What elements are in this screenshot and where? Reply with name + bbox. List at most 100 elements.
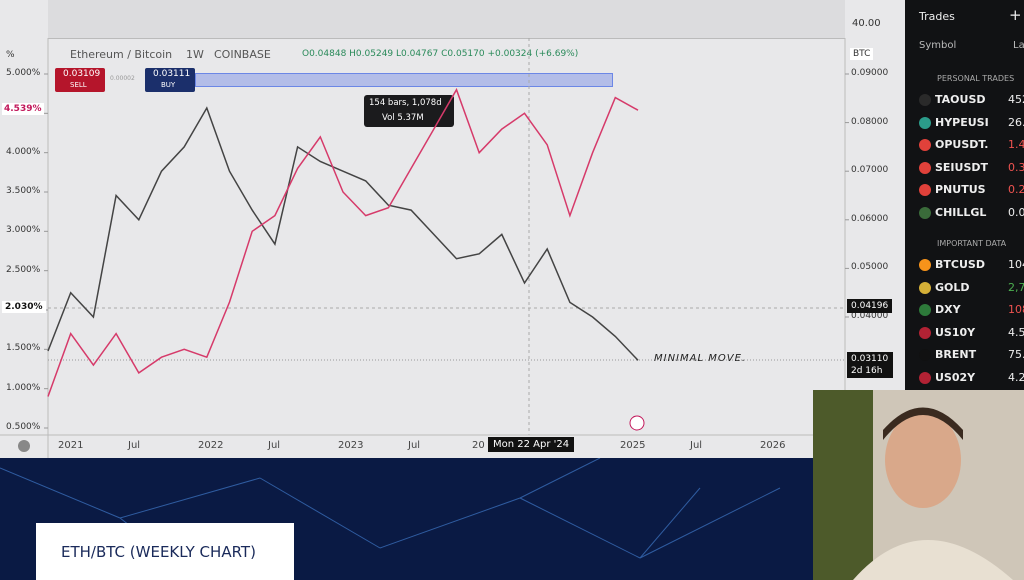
watchlist-row[interactable]: TAOUSD 452 bbox=[905, 89, 1024, 111]
tooltip-bars: 154 bars, 1,078d bbox=[369, 98, 442, 108]
spread: 0.00002 bbox=[110, 75, 135, 82]
left-tick-label: 3.000% bbox=[6, 225, 41, 236]
symbol-name: SEIUSDT bbox=[935, 160, 989, 174]
currency[interactable]: BTC bbox=[850, 48, 874, 60]
symbol-icon bbox=[919, 371, 931, 384]
symbol-icon bbox=[919, 184, 931, 196]
symbol-icon bbox=[919, 139, 931, 151]
symbol-icon bbox=[919, 259, 931, 271]
watchlist-row[interactable]: BTCUSD 104,073 bbox=[905, 254, 1024, 276]
watchlist-row[interactable]: BRENT 75.8 bbox=[905, 344, 1024, 366]
x-tick-label: 2025 bbox=[620, 440, 646, 451]
price-line bbox=[47, 106, 639, 361]
symbol-icon bbox=[919, 116, 931, 129]
sell-price: 0.03109 bbox=[63, 69, 101, 79]
watchlist-title[interactable]: Trades bbox=[919, 10, 955, 23]
right-tick-label: 0.09000 bbox=[851, 68, 889, 78]
symbol-name: CHILLGL bbox=[935, 205, 987, 219]
symbol-last: 1.40 bbox=[1008, 138, 1024, 151]
watchlist-row[interactable]: GOLD 2,793.2 bbox=[905, 277, 1024, 299]
left-tick-label: 3.500% bbox=[6, 186, 41, 196]
symbol-name: TAOUSD bbox=[935, 93, 986, 106]
symbol-name: GOLD bbox=[935, 280, 970, 294]
left-tick-label: 2.500% bbox=[6, 264, 41, 275]
caption-box: ETH/BTC (WEEKLY CHART) bbox=[36, 523, 294, 580]
left-tick-label: 1.000% bbox=[6, 382, 41, 393]
ohlc: O0.04848 H0.05249 L0.04767 C0.05170 +0.0… bbox=[302, 49, 579, 59]
symbol-name: BRENT bbox=[935, 348, 977, 361]
crosshair-right-tag: 0.04196 bbox=[847, 299, 893, 314]
indicator-value: 40.00 bbox=[852, 18, 881, 29]
watchlist: Trades + Symbol La PERSONAL TRADES IMPOR… bbox=[905, 0, 1024, 390]
right-tick-label: 0.05000 bbox=[851, 262, 889, 273]
symbol-last: 108.1 bbox=[1008, 303, 1024, 316]
watchlist-row[interactable]: DXY 108.1 bbox=[905, 299, 1024, 321]
x-tick-label: 20 bbox=[472, 440, 485, 451]
left-tick-label: 0.500% bbox=[6, 422, 41, 432]
symbol-name: OPUSDT. bbox=[935, 138, 989, 151]
symbol-last: 0.33 bbox=[1008, 160, 1024, 174]
symbol-icon bbox=[919, 281, 931, 294]
chart-panel: 40.00 % Ethereum / Bitcoin 1W COINBASE O… bbox=[0, 0, 905, 458]
symbol-last: 75.8 bbox=[1008, 348, 1024, 361]
watchlist-row[interactable]: SEIUSDT 0.33 bbox=[905, 157, 1024, 179]
watchlist-row[interactable]: CHILLGL 0.05 bbox=[905, 202, 1024, 224]
symbol-last: 4.2 bbox=[1008, 370, 1024, 384]
symbol-name: US02Y bbox=[935, 370, 976, 384]
watchlist-row[interactable]: HYPEUSI 26.3 bbox=[905, 112, 1024, 134]
axis-mode[interactable]: % bbox=[6, 50, 15, 60]
sell-button[interactable]: 0.03109 SELL bbox=[55, 68, 105, 92]
symbol-icon bbox=[919, 206, 931, 219]
symbol[interactable]: Ethereum / Bitcoin bbox=[70, 48, 173, 61]
measure-range bbox=[195, 73, 613, 87]
measure-tooltip: 154 bars, 1,078d Vol 5.37M bbox=[364, 95, 454, 127]
exchange: COINBASE bbox=[214, 48, 271, 61]
buy-price: 0.03111 bbox=[153, 69, 191, 79]
right-tick-label: 0.08000 bbox=[851, 116, 889, 127]
watchlist-row[interactable]: OPUSDT. 1.40 bbox=[905, 134, 1024, 156]
symbol-name: US10Y bbox=[935, 325, 976, 339]
symbol-icon bbox=[919, 349, 931, 361]
col-last[interactable]: La bbox=[1013, 40, 1024, 51]
watchlist-row[interactable]: US02Y 4.2 bbox=[905, 367, 1024, 389]
overlay-line bbox=[47, 87, 639, 397]
countdown: 2d 16h bbox=[851, 366, 883, 377]
x-tick-label: Jul bbox=[690, 440, 703, 451]
x-tick-label: Jul bbox=[408, 440, 421, 451]
right-tick-label: 0.06000 bbox=[851, 213, 889, 224]
annotation: MINIMAL MOVE. bbox=[654, 353, 747, 364]
x-tick-label: 2026 bbox=[760, 440, 786, 451]
watchlist-row[interactable]: PNUTUS 0.24 bbox=[905, 179, 1024, 201]
symbol-name: DXY bbox=[935, 303, 961, 316]
symbol-name: BTCUSD bbox=[935, 258, 985, 271]
symbol-last: 26.3 bbox=[1008, 115, 1024, 129]
x-tick-label: Jul bbox=[128, 440, 141, 451]
webcam bbox=[813, 390, 1024, 580]
right-tick-label: 0.07000 bbox=[851, 165, 889, 176]
symbol-name: HYPEUSI bbox=[935, 115, 989, 129]
left-tick-label: 1.500% bbox=[6, 343, 41, 354]
sell-label: SELL bbox=[70, 81, 87, 89]
settings-icon[interactable] bbox=[18, 440, 30, 452]
symbol-last: 0.05 bbox=[1008, 205, 1024, 219]
buy-label: BUY bbox=[161, 81, 176, 89]
symbol-icon bbox=[919, 94, 931, 106]
crosshair-date-tag: Mon 22 Apr '24 bbox=[488, 437, 575, 452]
watchlist-row[interactable]: US10Y 4.5 bbox=[905, 322, 1024, 344]
caption: ETH/BTC (WEEKLY CHART) bbox=[61, 543, 256, 561]
symbol-last: 452 bbox=[1008, 93, 1024, 106]
event-icon[interactable] bbox=[629, 415, 645, 431]
left-tick-label: 4.000% bbox=[6, 146, 41, 157]
symbol-last: 104,073 bbox=[1008, 258, 1024, 271]
interval[interactable]: 1W bbox=[186, 48, 204, 61]
plot bbox=[0, 38, 849, 458]
col-symbol[interactable]: Symbol bbox=[919, 40, 957, 51]
symbol-last: 0.24 bbox=[1008, 183, 1024, 196]
tooltip-volume: Vol 5.37M bbox=[382, 113, 424, 123]
x-tick-label: 2021 bbox=[58, 440, 84, 451]
last-price-label: 0.03110 bbox=[851, 354, 889, 365]
symbol-icon bbox=[919, 304, 931, 316]
add-button[interactable]: + bbox=[1009, 6, 1022, 24]
last-price-tag: 0.03110 2d 16h bbox=[847, 352, 893, 379]
buy-button[interactable]: 0.03111 BUY bbox=[145, 68, 195, 92]
